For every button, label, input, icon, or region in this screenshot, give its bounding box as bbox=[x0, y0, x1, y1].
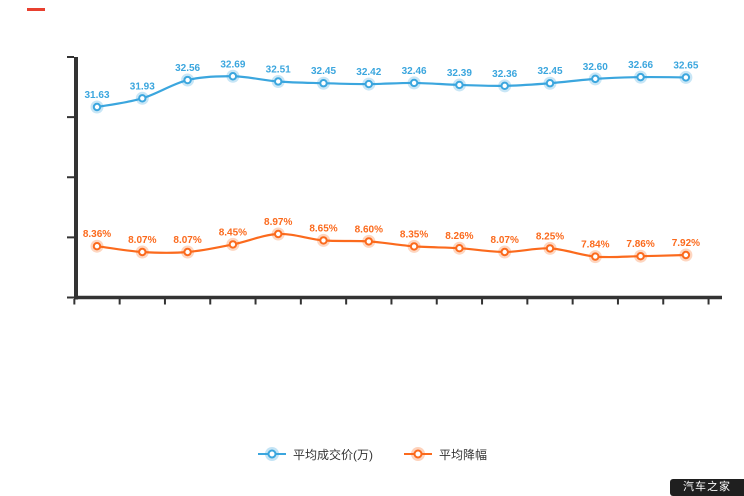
data-point-label: 32.60 bbox=[583, 62, 608, 73]
series-1: 8.36% 8.07% 8.07% 8.45% 8.97% 8.65% 8.60% 8.35%… bbox=[83, 217, 700, 264]
data-point-label: 8.07% bbox=[173, 235, 201, 246]
data-point-marker bbox=[271, 74, 285, 88]
data-point-marker bbox=[588, 72, 602, 86]
data-point-label: 32.46 bbox=[402, 66, 427, 77]
data-point-marker bbox=[452, 241, 466, 255]
data-point-marker bbox=[362, 234, 376, 248]
data-point-label: 7.84% bbox=[581, 240, 609, 251]
data-point-marker bbox=[226, 237, 240, 251]
data-point-label: 32.69 bbox=[220, 59, 245, 70]
data-point-marker bbox=[588, 250, 602, 264]
line-series-marker-icon bbox=[257, 446, 287, 462]
data-point-marker bbox=[679, 70, 693, 84]
data-point-marker bbox=[634, 70, 648, 84]
data-point-marker bbox=[135, 245, 149, 259]
data-point-label: 8.26% bbox=[445, 231, 473, 242]
data-point-marker bbox=[407, 239, 421, 253]
data-point-label: 32.42 bbox=[356, 67, 381, 78]
chart-legend: 平均成交价(万) 平均降幅 bbox=[0, 443, 744, 465]
data-point-label: 32.56 bbox=[175, 63, 200, 74]
data-point-label: 8.65% bbox=[309, 223, 337, 234]
data-point-label: 8.07% bbox=[491, 235, 519, 246]
legend-item-avg-price[interactable]: 平均成交价(万) bbox=[257, 446, 373, 463]
data-point-marker bbox=[679, 248, 693, 262]
data-point-marker bbox=[407, 76, 421, 90]
data-point-marker bbox=[317, 233, 330, 247]
data-point-label: 31.63 bbox=[84, 90, 109, 101]
data-point-label: 8.07% bbox=[128, 235, 156, 246]
data-point-label: 8.36% bbox=[83, 229, 111, 240]
data-point-marker bbox=[271, 227, 285, 241]
data-point-label: 8.35% bbox=[400, 229, 428, 240]
data-point-marker bbox=[543, 241, 557, 255]
data-point-marker bbox=[90, 100, 104, 114]
data-point-marker bbox=[452, 78, 466, 92]
data-point-label: 8.60% bbox=[355, 224, 383, 235]
data-point-marker bbox=[362, 77, 376, 91]
data-point-label: 32.65 bbox=[673, 60, 698, 71]
legend-label-avg-price: 平均成交价(万) bbox=[292, 447, 373, 462]
data-point-marker bbox=[543, 76, 557, 90]
data-point-label: 31.93 bbox=[130, 81, 155, 92]
data-point-label: 8.25% bbox=[536, 231, 564, 242]
data-point-label: 32.51 bbox=[266, 64, 291, 75]
data-point-label: 32.39 bbox=[447, 68, 472, 79]
data-point-label: 8.97% bbox=[264, 217, 292, 228]
data-point-marker bbox=[135, 91, 149, 105]
data-point-label: 32.45 bbox=[311, 66, 336, 77]
data-point-marker bbox=[317, 76, 330, 90]
data-point-marker bbox=[498, 245, 512, 259]
red-dash-marker bbox=[27, 8, 45, 11]
data-point-label: 7.86% bbox=[626, 239, 654, 250]
axes bbox=[67, 56, 722, 305]
data-point-marker bbox=[226, 69, 240, 83]
data-point-label: 8.45% bbox=[219, 227, 247, 238]
data-point-marker bbox=[181, 73, 195, 87]
line-series-marker-icon bbox=[403, 446, 433, 462]
data-point-marker bbox=[634, 249, 648, 263]
legend-item-avg-discount[interactable]: 平均降幅 bbox=[403, 446, 487, 463]
legend-label-avg-discount: 平均降幅 bbox=[438, 447, 487, 462]
data-point-label: 7.92% bbox=[672, 238, 700, 249]
data-point-marker bbox=[181, 245, 195, 259]
watermark-autohome: 汽车之家 bbox=[670, 479, 744, 496]
data-point-marker bbox=[498, 79, 512, 93]
series-0: 31.63 31.93 32.56 32.69 32.51 32.45 32.42 32.46… bbox=[84, 59, 699, 114]
data-point-marker bbox=[90, 239, 104, 253]
data-point-label: 32.36 bbox=[492, 69, 517, 80]
data-point-label: 32.45 bbox=[537, 66, 562, 77]
data-point-label: 32.66 bbox=[628, 60, 653, 71]
